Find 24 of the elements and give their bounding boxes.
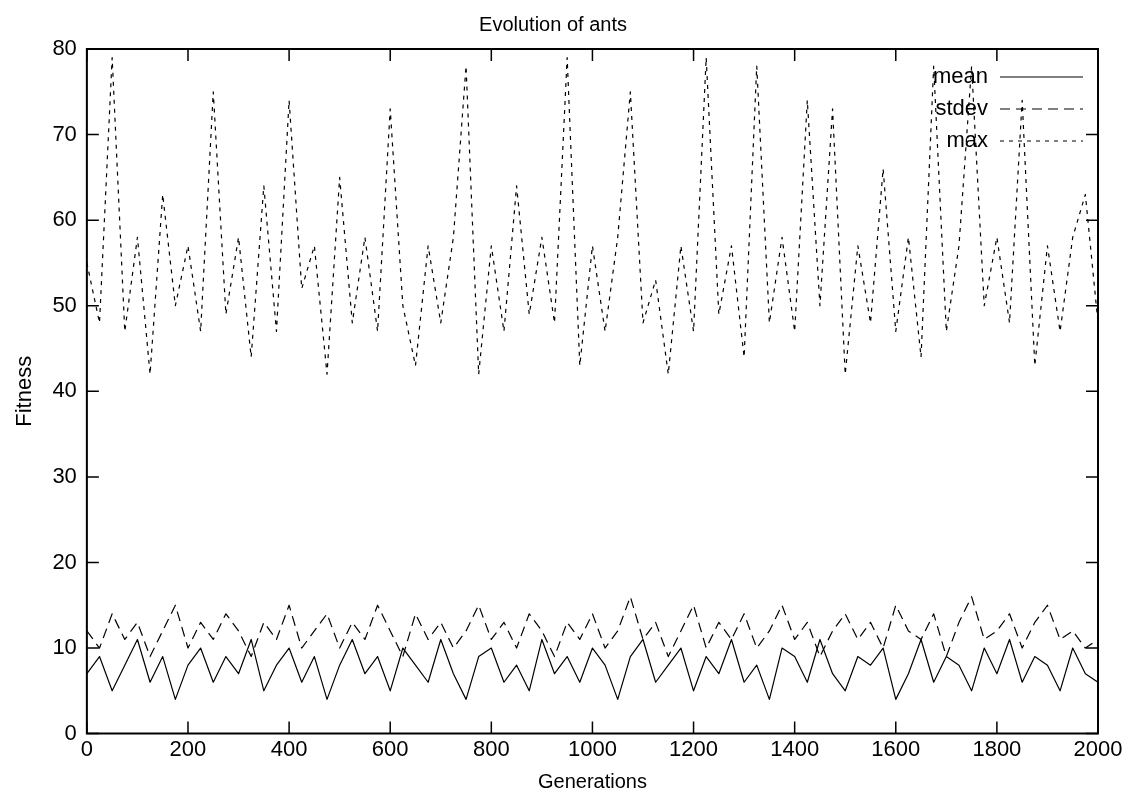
- x-tick-label: 1400: [770, 735, 820, 761]
- x-tick-label: 0: [80, 735, 93, 761]
- y-axis-title: Fitness: [11, 355, 37, 427]
- x-tick-label: 1200: [669, 735, 719, 761]
- x-tick-label: 1000: [567, 735, 617, 761]
- y-tick-label: 20: [52, 548, 77, 574]
- x-tick-label: 800: [472, 735, 510, 761]
- x-axis-title: Generations: [537, 769, 647, 792]
- y-tick-label: 30: [52, 462, 77, 488]
- x-tick-label: 1600: [871, 735, 921, 761]
- x-tick-label: 2000: [1073, 735, 1123, 761]
- y-tick-label: 60: [52, 206, 77, 232]
- x-tick-label: 1800: [972, 735, 1022, 761]
- y-tick-label: 80: [52, 35, 77, 61]
- y-tick-label: 50: [52, 291, 77, 317]
- legend-label: stdev: [935, 95, 988, 121]
- x-tick-label: 400: [270, 735, 308, 761]
- y-tick-label: 70: [52, 120, 77, 146]
- chart-title: Evolution of ants: [479, 12, 627, 35]
- x-tick-label: 200: [169, 735, 207, 761]
- x-tick-label: 600: [371, 735, 409, 761]
- y-tick-label: 0: [64, 719, 77, 745]
- y-tick-label: 40: [52, 377, 77, 403]
- y-tick-label: 10: [52, 634, 77, 660]
